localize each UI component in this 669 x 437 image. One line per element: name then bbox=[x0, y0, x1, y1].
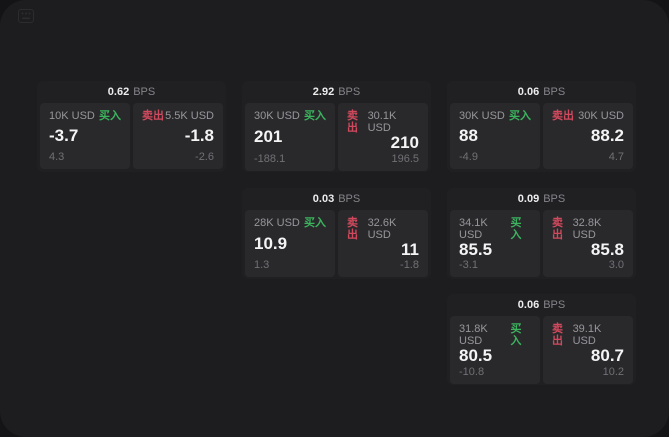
quote-panels: 30K USD 买入 88 -4.9 卖出 30K USD 88.2 4.7 bbox=[447, 103, 636, 172]
buy-change-value: -3.1 bbox=[459, 259, 478, 272]
sell-quote-panel[interactable]: 卖出 30K USD 88.2 4.7 bbox=[543, 103, 633, 169]
buy-amount: 31.8K USD bbox=[459, 323, 488, 348]
buy-amount: 30K USD bbox=[254, 110, 300, 122]
spread-bps-unit: BPS bbox=[338, 192, 361, 205]
cards-grid: 0.62 BPS 10K USD 买入 -3.7 4.3 卖出 5.5K USD… bbox=[37, 81, 636, 385]
sell-side-label[interactable]: 卖出 bbox=[347, 216, 358, 241]
buy-quote-panel[interactable]: 10K USD 买入 -3.7 4.3 bbox=[40, 103, 130, 169]
spread-card: 2.92 BPS 30K USD 买入 201 -188.1 卖出 30.1K … bbox=[242, 81, 431, 172]
sell-amount: 30.1K USD bbox=[367, 110, 397, 135]
sell-price: 210 bbox=[390, 133, 419, 153]
spread-bps-value: 0.09 bbox=[517, 192, 540, 205]
spread-card-header: 0.06 BPS bbox=[447, 81, 636, 103]
sell-quote-panel[interactable]: 卖出 32.6K USD 11 -1.8 bbox=[338, 209, 428, 278]
sell-amount: 39.1K USD bbox=[572, 323, 602, 348]
buy-side-label[interactable]: 买入 bbox=[304, 216, 326, 229]
sell-price: 11 bbox=[401, 239, 419, 259]
sell-change-value: -1.8 bbox=[400, 259, 419, 272]
spread-card-header: 0.09 BPS bbox=[447, 188, 636, 210]
buy-change-value: 4.3 bbox=[49, 150, 65, 163]
buy-change-value: -10.8 bbox=[459, 365, 485, 378]
buy-quote-panel[interactable]: 30K USD 买入 201 -188.1 bbox=[245, 103, 335, 171]
spread-card-header: 0.03 BPS bbox=[242, 188, 431, 210]
sell-side-label[interactable]: 卖出 bbox=[552, 110, 574, 122]
buy-price: 201 bbox=[254, 127, 283, 147]
spread-bps-unit: BPS bbox=[543, 192, 566, 205]
quote-panels: 34.1K USD 买入 85.5 -3.1 卖出 32.8K USD 85.8… bbox=[447, 209, 636, 279]
buy-quote-panel[interactable]: 30K USD 买入 88 -4.9 bbox=[450, 103, 540, 169]
sell-amount: 5.5K USD bbox=[165, 110, 214, 122]
sell-change-value: 196.5 bbox=[391, 152, 419, 165]
buy-change-value: -4.9 bbox=[459, 150, 478, 163]
spread-card: 0.09 BPS 34.1K USD 买入 85.5 -3.1 卖出 32.8K… bbox=[447, 187, 636, 279]
spread-card: 0.06 BPS 30K USD 买入 88 -4.9 卖出 30K USD 8… bbox=[447, 81, 636, 172]
quote-panels: 10K USD 买入 -3.7 4.3 卖出 5.5K USD -1.8 -2.… bbox=[37, 103, 226, 172]
buy-quote-panel[interactable]: 28K USD 买入 10.9 1.3 bbox=[245, 209, 335, 278]
spread-bps-value: 0.03 bbox=[312, 192, 335, 205]
quote-panels: 28K USD 买入 10.9 1.3 卖出 32.6K USD 11 -1.8 bbox=[242, 209, 431, 279]
sell-amount: 32.6K USD bbox=[367, 216, 397, 241]
buy-quote-panel[interactable]: 34.1K USD 买入 85.5 -3.1 bbox=[450, 209, 540, 278]
quote-panels: 31.8K USD 买入 80.5 -10.8 卖出 39.1K USD 80.… bbox=[447, 316, 636, 385]
buy-price: -3.7 bbox=[49, 126, 79, 146]
spread-card: 0.62 BPS 10K USD 买入 -3.7 4.3 卖出 5.5K USD… bbox=[37, 81, 226, 172]
sell-price: 85.8 bbox=[590, 239, 624, 259]
spread-card-header: 0.62 BPS bbox=[37, 81, 226, 103]
buy-price: 10.9 bbox=[254, 233, 288, 253]
sell-change-value: 4.7 bbox=[608, 150, 624, 163]
spread-bps-unit: BPS bbox=[133, 86, 156, 98]
sell-price: -1.8 bbox=[184, 126, 214, 146]
spread-bps-unit: BPS bbox=[338, 86, 361, 98]
sell-quote-panel[interactable]: 卖出 39.1K USD 80.7 10.2 bbox=[543, 316, 633, 384]
spread-card-header: 2.92 BPS bbox=[242, 81, 431, 103]
buy-quote-panel[interactable]: 31.8K USD 买入 80.5 -10.8 bbox=[450, 316, 540, 384]
sell-change-value: -2.6 bbox=[195, 150, 214, 163]
buy-side-label[interactable]: 买入 bbox=[510, 216, 522, 241]
buy-amount: 34.1K USD bbox=[459, 216, 488, 241]
buy-change-value: -188.1 bbox=[254, 152, 286, 165]
sell-side-label[interactable]: 卖出 bbox=[347, 110, 358, 135]
sell-change-value: 3.0 bbox=[608, 259, 624, 272]
sell-side-label[interactable]: 卖出 bbox=[552, 323, 563, 348]
buy-amount: 28K USD bbox=[254, 216, 300, 229]
spread-bps-unit: BPS bbox=[543, 299, 566, 311]
sell-amount: 30K USD bbox=[578, 110, 624, 122]
spread-bps-value: 0.06 bbox=[517, 299, 540, 311]
spread-card: 0.03 BPS 28K USD 买入 10.9 1.3 卖出 32.6K US… bbox=[242, 187, 431, 279]
sell-side-label[interactable]: 卖出 bbox=[552, 216, 563, 241]
sell-quote-panel[interactable]: 卖出 5.5K USD -1.8 -2.6 bbox=[133, 103, 223, 169]
buy-price: 85.5 bbox=[459, 239, 493, 259]
spread-bps-value: 0.62 bbox=[107, 86, 130, 98]
menu-icon[interactable] bbox=[18, 9, 34, 23]
sell-change-value: 10.2 bbox=[602, 365, 624, 378]
buy-price: 80.5 bbox=[459, 346, 493, 366]
buy-side-label[interactable]: 买入 bbox=[510, 323, 522, 348]
buy-amount: 10K USD bbox=[49, 110, 95, 122]
buy-amount: 30K USD bbox=[459, 110, 505, 122]
spread-card: 0.06 BPS 31.8K USD 买入 80.5 -10.8 卖出 39.1… bbox=[447, 294, 636, 385]
spread-card-header: 0.06 BPS bbox=[447, 294, 636, 316]
spread-bps-value: 2.92 bbox=[312, 86, 335, 98]
sell-side-label[interactable]: 卖出 bbox=[142, 110, 164, 122]
buy-side-label[interactable]: 买入 bbox=[509, 110, 531, 122]
spread-bps-unit: BPS bbox=[543, 86, 566, 98]
sell-quote-panel[interactable]: 卖出 32.8K USD 85.8 3.0 bbox=[543, 209, 633, 278]
sell-price: 80.7 bbox=[590, 346, 624, 366]
sell-quote-panel[interactable]: 卖出 30.1K USD 210 196.5 bbox=[338, 103, 428, 171]
buy-change-value: 1.3 bbox=[254, 259, 270, 272]
buy-side-label[interactable]: 买入 bbox=[99, 110, 121, 122]
buy-side-label[interactable]: 买入 bbox=[304, 110, 326, 122]
quote-panels: 30K USD 买入 201 -188.1 卖出 30.1K USD 210 1… bbox=[242, 103, 431, 172]
spread-bps-value: 0.06 bbox=[517, 86, 540, 98]
buy-price: 88 bbox=[459, 126, 478, 146]
sell-price: 88.2 bbox=[590, 126, 624, 146]
sell-amount: 32.8K USD bbox=[572, 216, 602, 241]
